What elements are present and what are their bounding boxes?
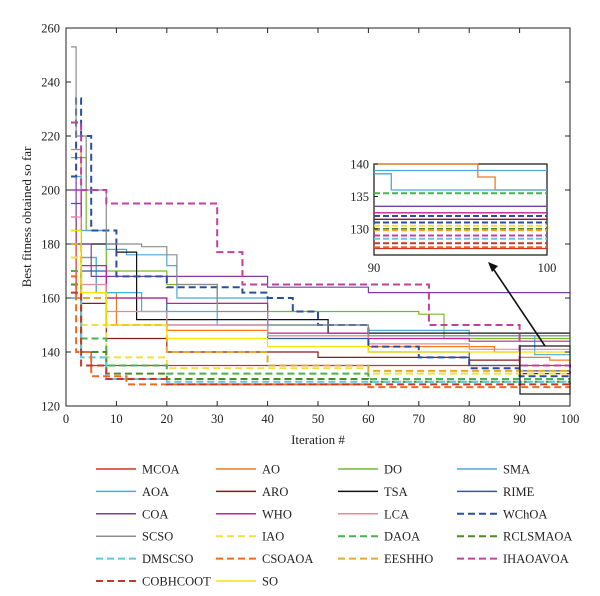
inset-plot: 90 100 130 135 140 xyxy=(350,158,556,276)
legend-entry-aro: ARO xyxy=(216,485,288,499)
inset-y-tick-label: 140 xyxy=(350,158,369,172)
legend-label: LCA xyxy=(384,507,409,521)
inset-y-tick-label: 130 xyxy=(350,223,369,237)
legend-entry-ao: AO xyxy=(216,463,280,477)
inset-lines xyxy=(374,163,547,250)
y-tick-label: 120 xyxy=(41,400,60,414)
legend-label: RIME xyxy=(503,485,535,499)
legend-entry-do: DO xyxy=(338,463,402,477)
series-line-ihaoavoa xyxy=(71,121,571,374)
y-tick-label: 240 xyxy=(41,76,60,90)
x-tick-label: 90 xyxy=(513,412,526,426)
legend-label: DMSCSO xyxy=(142,552,193,566)
x-tick-label: 0 xyxy=(63,412,69,426)
x-axis-label: Iteration # xyxy=(291,432,345,447)
y-tick-label: 200 xyxy=(41,184,60,198)
y-tick-label: 160 xyxy=(41,292,60,306)
legend-label: IAO xyxy=(262,530,284,544)
series-line-scso xyxy=(71,46,570,337)
legend-entry-coa: COA xyxy=(96,507,168,521)
legend-label: SO xyxy=(262,575,278,589)
x-tick-label: 40 xyxy=(261,412,274,426)
legend-label: DAOA xyxy=(384,530,420,544)
legend-entry-so: SO xyxy=(216,575,278,589)
legend-label: SMA xyxy=(503,463,530,477)
legend-entry-sma: SMA xyxy=(457,463,530,477)
x-ticks: 0 10 20 30 40 50 60 70 80 90 100 xyxy=(63,28,580,426)
series-line-tsa xyxy=(71,243,570,334)
legend-entry-dmscso: DMSCSO xyxy=(96,552,193,566)
main-lines xyxy=(71,46,571,389)
inset-x-tick-label: 90 xyxy=(368,261,381,275)
legend-label: IHAOAVOA xyxy=(503,552,569,566)
legend-entry-lca: LCA xyxy=(338,507,409,521)
legend-entry-rclsmaoa: RCLSMAOA xyxy=(457,530,572,544)
y-tick-label: 140 xyxy=(41,346,60,360)
legend-label: ARO xyxy=(262,485,288,499)
legend-label: WHO xyxy=(262,507,292,521)
legend-entry-who: WHO xyxy=(216,507,292,521)
inset-ticks: 90 100 130 135 140 xyxy=(350,158,556,276)
legend-label: COBHCOOT xyxy=(142,575,211,589)
zoom-arrowhead xyxy=(488,262,498,272)
series-line-daoa xyxy=(71,270,570,380)
series-line-coa xyxy=(71,175,570,294)
legend-entry-cobhcoot: COBHCOOT xyxy=(96,575,211,589)
legend-entry-eeshho: EESHHO xyxy=(338,552,433,566)
x-tick-label: 60 xyxy=(362,412,375,426)
legend-entry-mcoa: MCOA xyxy=(96,463,180,477)
y-ticks: 120 140 160 180 200 220 240 260 xyxy=(41,22,570,414)
legend-entry-scso: SCSO xyxy=(96,530,173,544)
legend-entry-csoaoa: CSOAOA xyxy=(216,552,313,566)
inset-frame xyxy=(373,163,548,256)
legend-label: AOA xyxy=(142,485,169,499)
legend-label: MCOA xyxy=(142,463,180,477)
zoom-arrow xyxy=(491,266,546,347)
inset-line xyxy=(374,173,547,191)
legend-label: COA xyxy=(142,507,168,521)
legend-label: TSA xyxy=(384,485,408,499)
legend-label: AO xyxy=(262,463,280,477)
legend-entry-aoa: AOA xyxy=(96,485,169,499)
series-line-lca xyxy=(71,216,570,350)
series-line-rclsmaoa xyxy=(71,283,570,383)
inset-x-tick-label: 100 xyxy=(538,261,557,275)
series-line-wchoa xyxy=(71,97,570,378)
legend-label: CSOAOA xyxy=(262,552,313,566)
legend-entry-iao: IAO xyxy=(216,530,284,544)
series-line-cobhcoot xyxy=(71,291,571,388)
legend-entry-daoa: DAOA xyxy=(338,530,420,544)
x-tick-label: 100 xyxy=(561,412,580,426)
legend-entry-wchoa: WChOA xyxy=(457,507,547,521)
x-tick-label: 30 xyxy=(211,412,224,426)
legend-label: WChOA xyxy=(503,507,547,521)
legend-entry-ihaoavoa: IHAOAVOA xyxy=(457,552,569,566)
y-tick-label: 220 xyxy=(41,130,60,144)
zoom-annotation xyxy=(488,262,571,395)
inset-y-tick-label: 135 xyxy=(350,190,369,204)
y-axis-label: Best fitness obtained so far xyxy=(19,146,34,287)
legend-label: DO xyxy=(384,463,402,477)
x-tick-label: 50 xyxy=(312,412,325,426)
x-tick-label: 10 xyxy=(110,412,123,426)
x-tick-label: 20 xyxy=(161,412,174,426)
legend-entry-tsa: TSA xyxy=(338,485,408,499)
legend-label: SCSO xyxy=(142,530,173,544)
legend-label: EESHHO xyxy=(384,552,433,566)
y-tick-label: 260 xyxy=(41,22,60,36)
series-line-csoaoa xyxy=(71,275,570,389)
legend-label: RCLSMAOA xyxy=(503,530,572,544)
legend: MCOA AO DO SMA AOA ARO TSA RIME COA WHO LCA WChOA SC… xyxy=(96,463,572,589)
legend-entry-rime: RIME xyxy=(457,485,535,499)
series-line-so xyxy=(71,229,571,355)
x-tick-label: 70 xyxy=(413,412,426,426)
y-tick-label: 180 xyxy=(41,238,60,252)
x-tick-label: 80 xyxy=(463,412,476,426)
